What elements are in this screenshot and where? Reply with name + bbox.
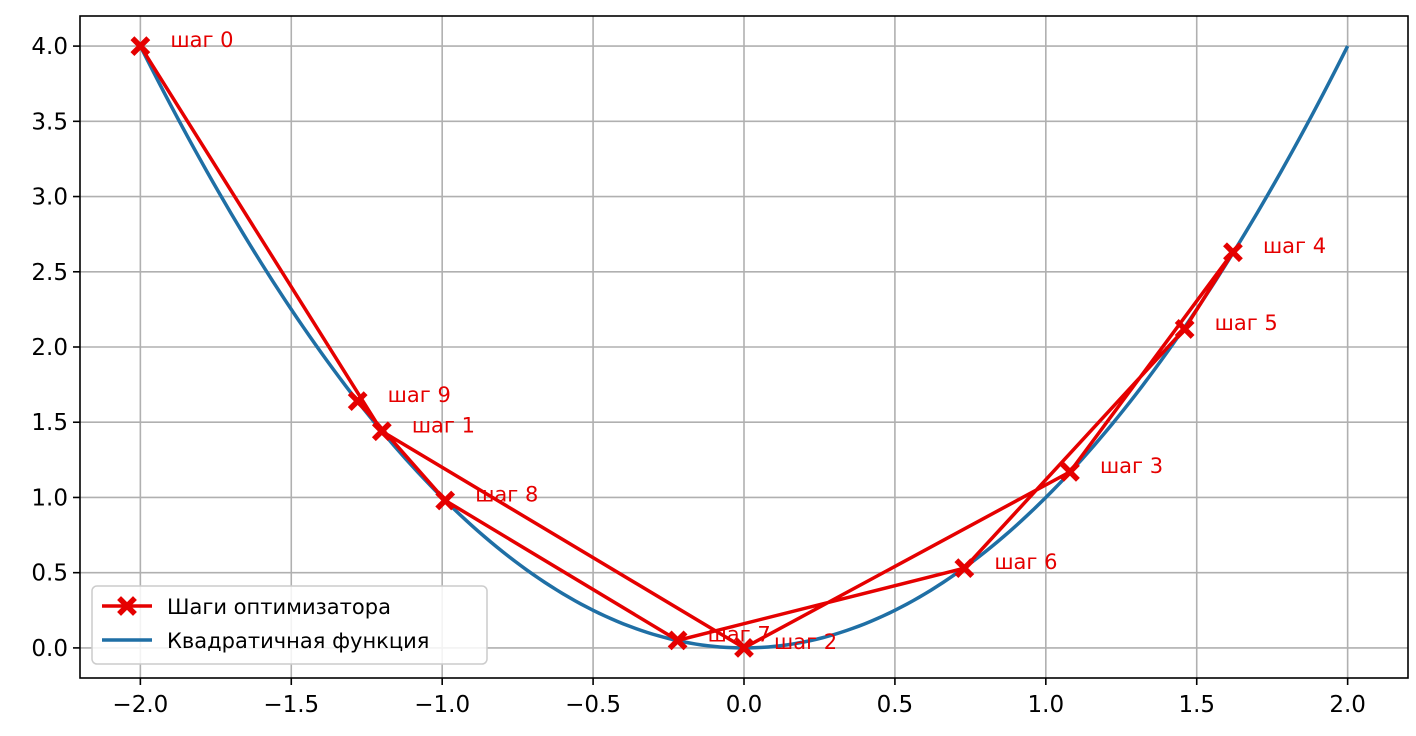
legend-x-marker-icon	[117, 596, 137, 616]
x-tick-label: 0.0	[726, 692, 763, 718]
optimizer-step-marker	[1174, 319, 1195, 339]
x-tick-label: −1.5	[263, 692, 319, 718]
x-tick-label: 1.0	[1028, 692, 1065, 718]
y-tick-label: 2.5	[31, 260, 68, 286]
y-tick-label: 0.5	[31, 561, 68, 587]
y-tick-label: 0.0	[31, 636, 68, 662]
y-tick-label: 2.0	[31, 335, 68, 361]
step-label: шаг 9	[388, 383, 451, 407]
y-tick-label: 1.5	[31, 410, 68, 436]
legend-label-optimizer-steps: Шаги оптимизатора	[167, 595, 391, 619]
y-tick-label: 3.5	[31, 109, 68, 135]
x-tick-label: −2.0	[112, 692, 168, 718]
step-label: шаг 7	[708, 622, 771, 646]
step-label: шаг 3	[1100, 454, 1163, 478]
step-label: шаг 1	[412, 413, 475, 437]
optimizer-step-marker	[1223, 242, 1243, 263]
step-label: шаг 5	[1215, 311, 1278, 335]
optimizer-steps-line	[138, 45, 1235, 650]
optimizer-steps-layer	[130, 36, 1243, 658]
x-tick-label: −1.0	[414, 692, 470, 718]
x-tick-label: 0.5	[877, 692, 914, 718]
legend-label-quadratic-function: Квадратичная функция	[167, 629, 429, 653]
step-label: шаг 4	[1263, 234, 1326, 258]
optimizer-step-marker	[954, 558, 975, 579]
y-tick-label: 3.0	[31, 185, 68, 211]
optimizer-step-marker	[130, 36, 151, 56]
legend-box	[91, 585, 488, 665]
x-tick-label: 2.0	[1329, 692, 1366, 718]
legend-marker-optimizer-steps	[117, 596, 137, 616]
legend-entry-quadratic-function: Квадратичная функция	[102, 629, 429, 653]
y-tick-label: 4.0	[31, 34, 68, 60]
optimizer-step-marker	[347, 391, 368, 412]
x-axis: −2.0 −1.5 −1.0 −0.5 0.0 0.5 1.0 1.5 2.0	[112, 678, 1366, 718]
optimizer-step-marker	[435, 490, 456, 511]
x-tick-label: −0.5	[565, 692, 621, 718]
optimizer-step-marker	[1060, 461, 1080, 482]
y-tick-label: 1.0	[31, 485, 68, 511]
legend-entry-optimizer-steps: Шаги оптимизатора	[102, 595, 391, 619]
step-annotations: шаг 0 шаг 1 шаг 2 шаг 3 шаг 4 шаг 5 шаг 6 шаг 7…	[170, 28, 1326, 654]
optimizer-step-marker	[667, 630, 688, 651]
step-label: шаг 2	[774, 630, 837, 654]
x-tick-label: 1.5	[1178, 692, 1215, 718]
legend: Шаги оптимизатора Квадратичная функция	[91, 585, 488, 665]
step-label: шаг 8	[475, 482, 538, 506]
optimizer-step-marker	[371, 421, 392, 442]
optimizer-step-marker	[734, 638, 754, 658]
step-label: шаг 0	[170, 28, 233, 52]
y-axis: 0.0 0.5 1.0 1.5 2.0 2.5 3.0 3.5 4.0	[31, 34, 80, 662]
step-label: шаг 6	[994, 550, 1057, 574]
